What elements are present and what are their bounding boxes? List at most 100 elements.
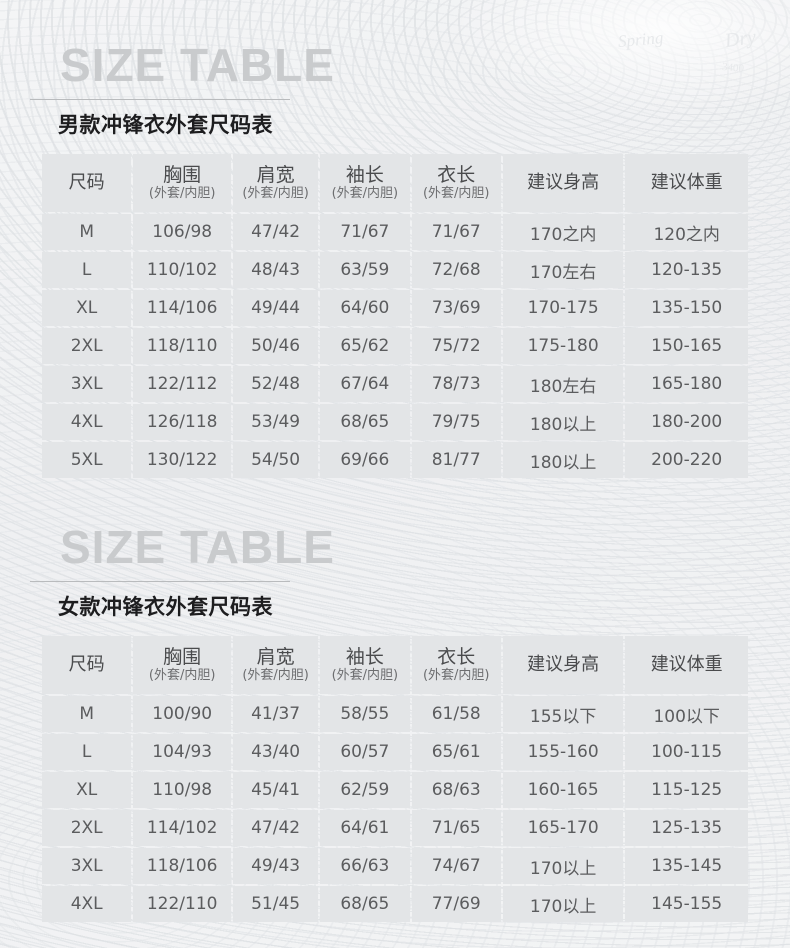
col-header-weight: 建议体重 — [625, 636, 748, 694]
mens-headline: SIZE TABLE — [60, 39, 335, 91]
cell-size: XL — [42, 772, 132, 808]
col-header-chest: 胸围 (外套/内胆) — [133, 154, 231, 212]
col-header-sleeve: 袖长 (外套/内胆) — [320, 636, 410, 694]
cell-sleeve: 60/57 — [320, 734, 410, 770]
cell-height: 165-170 — [502, 810, 624, 846]
mens-size-table: 尺码 胸围 (外套/内胆) 肩宽 (外套/内胆) 袖长 (外套/内胆) 衣长 (… — [40, 152, 750, 480]
cell-weight: 165-180 — [625, 366, 748, 402]
cell-sleeve: 66/63 — [320, 848, 410, 884]
cell-shoulder: 51/45 — [233, 886, 319, 922]
cell-height: 170之内 — [502, 214, 624, 250]
col-header-size: 尺码 — [42, 154, 132, 212]
cell-height: 175-180 — [502, 328, 624, 364]
cell-length: 65/61 — [411, 734, 501, 770]
cell-length: 71/65 — [411, 810, 501, 846]
cell-height: 170以上 — [502, 886, 624, 922]
cell-size: L — [42, 734, 132, 770]
cell-sleeve: 62/59 — [320, 772, 410, 808]
cell-weight: 125-135 — [625, 810, 748, 846]
cell-shoulder: 49/44 — [233, 290, 319, 326]
cell-length: 68/63 — [411, 772, 501, 808]
cell-size: 2XL — [42, 328, 132, 364]
womens-headline-divider — [30, 581, 290, 582]
cell-shoulder: 48/43 — [233, 252, 319, 288]
cell-shoulder: 52/48 — [233, 366, 319, 402]
cell-chest: 104/93 — [133, 734, 231, 770]
cell-length: 72/68 — [411, 252, 501, 288]
cell-length: 61/58 — [411, 696, 501, 732]
cell-size: 4XL — [42, 404, 132, 440]
table-row: 2XL 118/110 50/46 65/62 75/72 175-180 150-165 — [42, 328, 748, 364]
col-header-length: 衣长 (外套/内胆) — [411, 636, 501, 694]
cell-sleeve: 71/67 — [320, 214, 410, 250]
cell-chest: 110/102 — [133, 252, 231, 288]
cell-height: 155-160 — [502, 734, 624, 770]
cell-weight: 135-150 — [625, 290, 748, 326]
cell-length: 73/69 — [411, 290, 501, 326]
cell-chest: 118/110 — [133, 328, 231, 364]
cell-shoulder: 49/43 — [233, 848, 319, 884]
table-row: 4XL 122/110 51/45 68/65 77/69 170以上 145-155 — [42, 886, 748, 922]
table-row: 4XL 126/118 53/49 68/65 79/75 180以上 180-200 — [42, 404, 748, 440]
mens-subtitle: 男款冲锋衣外套尺码表 — [58, 113, 273, 137]
mens-headline-divider — [30, 99, 290, 100]
cell-length: 74/67 — [411, 848, 501, 884]
womens-size-section: SIZE TABLE 女款冲锋衣外套尺码表 — [0, 482, 790, 621]
cell-length: 71/67 — [411, 214, 501, 250]
cell-weight: 135-145 — [625, 848, 748, 884]
col-header-size: 尺码 — [42, 636, 132, 694]
cell-size: 3XL — [42, 848, 132, 884]
mens-table-header-row: 尺码 胸围 (外套/内胆) 肩宽 (外套/内胆) 袖长 (外套/内胆) 衣长 (… — [42, 154, 748, 212]
cell-sleeve: 58/55 — [320, 696, 410, 732]
cell-sleeve: 64/61 — [320, 810, 410, 846]
mens-table-body: M 106/98 47/42 71/67 71/67 170之内 120之内 L 110/102… — [42, 214, 748, 478]
cell-chest: 110/98 — [133, 772, 231, 808]
cell-chest: 114/102 — [133, 810, 231, 846]
cell-chest: 118/106 — [133, 848, 231, 884]
cell-height: 170左右 — [502, 252, 624, 288]
cell-shoulder: 47/42 — [233, 214, 319, 250]
cell-weight: 180-200 — [625, 404, 748, 440]
cell-length: 79/75 — [411, 404, 501, 440]
col-header-shoulder: 肩宽 (外套/内胆) — [233, 154, 319, 212]
womens-table-body: M 100/90 41/37 58/55 61/58 155以下 100以下 L 104/93 4… — [42, 696, 748, 922]
cell-weight: 100-115 — [625, 734, 748, 770]
womens-headline: SIZE TABLE — [60, 521, 335, 573]
cell-length: 77/69 — [411, 886, 501, 922]
cell-chest: 122/112 — [133, 366, 231, 402]
cell-height: 180左右 — [502, 366, 624, 402]
cell-shoulder: 54/50 — [233, 442, 319, 478]
col-header-height: 建议身高 — [502, 154, 624, 212]
table-row: XL 110/98 45/41 62/59 68/63 160-165 115-125 — [42, 772, 748, 808]
table-row: L 104/93 43/40 60/57 65/61 155-160 100-115 — [42, 734, 748, 770]
cell-weight: 120之内 — [625, 214, 748, 250]
cell-size: 5XL — [42, 442, 132, 478]
cell-sleeve: 67/64 — [320, 366, 410, 402]
table-row: M 106/98 47/42 71/67 71/67 170之内 120之内 — [42, 214, 748, 250]
cell-size: 2XL — [42, 810, 132, 846]
cell-height: 170以上 — [502, 848, 624, 884]
cell-height: 155以下 — [502, 696, 624, 732]
table-row: 3XL 122/112 52/48 67/64 78/73 180左右 165-180 — [42, 366, 748, 402]
cell-chest: 106/98 — [133, 214, 231, 250]
cell-sleeve: 68/65 — [320, 886, 410, 922]
cell-size: 4XL — [42, 886, 132, 922]
cell-size: L — [42, 252, 132, 288]
cell-size: XL — [42, 290, 132, 326]
womens-size-table: 尺码 胸围 (外套/内胆) 肩宽 (外套/内胆) 袖长 (外套/内胆) 衣长 (… — [40, 634, 750, 924]
col-header-height: 建议身高 — [502, 636, 624, 694]
cell-shoulder: 53/49 — [233, 404, 319, 440]
cell-weight: 150-165 — [625, 328, 748, 364]
cell-length: 78/73 — [411, 366, 501, 402]
cell-height: 160-165 — [502, 772, 624, 808]
cell-height: 180以上 — [502, 404, 624, 440]
cell-size: M — [42, 696, 132, 732]
table-row: M 100/90 41/37 58/55 61/58 155以下 100以下 — [42, 696, 748, 732]
cell-height: 170-175 — [502, 290, 624, 326]
cell-weight: 115-125 — [625, 772, 748, 808]
cell-chest: 130/122 — [133, 442, 231, 478]
cell-length: 81/77 — [411, 442, 501, 478]
table-row: 2XL 114/102 47/42 64/61 71/65 165-170 125-135 — [42, 810, 748, 846]
cell-shoulder: 43/40 — [233, 734, 319, 770]
